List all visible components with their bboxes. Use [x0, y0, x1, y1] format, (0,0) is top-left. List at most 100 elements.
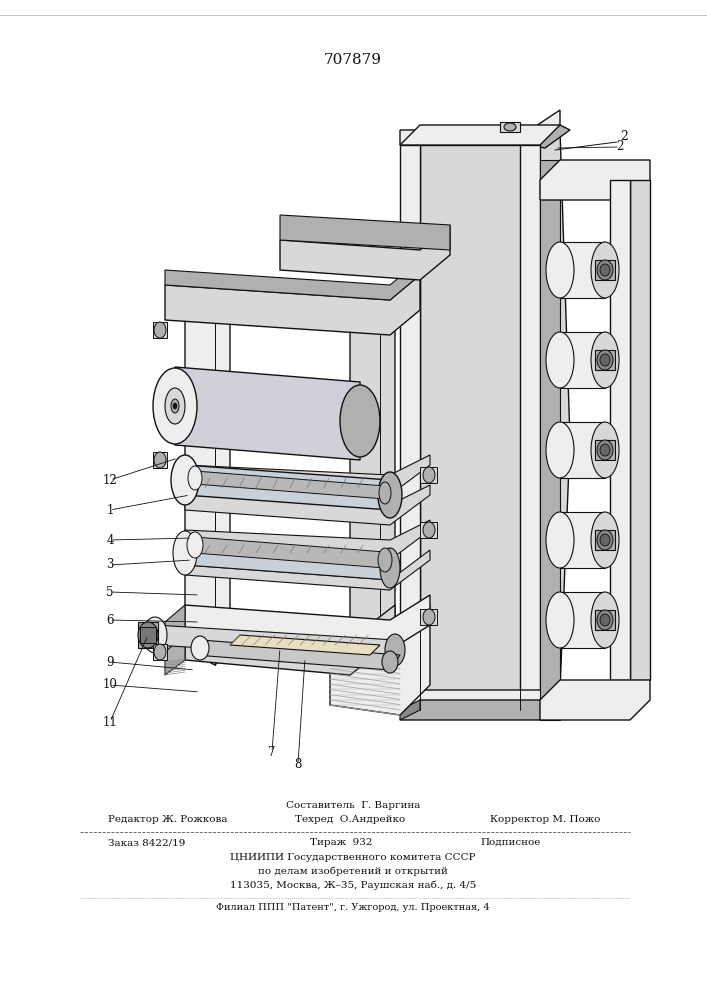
Text: Составитель  Г. Варгина: Составитель Г. Варгина	[286, 801, 420, 810]
Ellipse shape	[597, 260, 613, 280]
Text: Техред  О.Андрейко: Техред О.Андрейко	[295, 815, 405, 824]
Text: Корректор М. Пожо: Корректор М. Пожо	[490, 815, 600, 824]
Ellipse shape	[546, 242, 574, 298]
Text: 4: 4	[106, 534, 114, 546]
Polygon shape	[153, 322, 167, 338]
Polygon shape	[195, 537, 385, 568]
Ellipse shape	[546, 592, 574, 648]
Text: Тираж  932: Тираж 932	[310, 838, 373, 847]
Polygon shape	[400, 125, 560, 145]
Ellipse shape	[379, 482, 391, 504]
Ellipse shape	[546, 422, 574, 478]
Text: 1: 1	[106, 504, 114, 516]
Ellipse shape	[154, 322, 166, 338]
Ellipse shape	[504, 123, 516, 131]
Polygon shape	[153, 452, 167, 468]
Polygon shape	[560, 332, 605, 388]
Polygon shape	[280, 215, 450, 250]
Ellipse shape	[173, 531, 197, 575]
Polygon shape	[420, 609, 437, 625]
Ellipse shape	[591, 422, 619, 478]
Polygon shape	[520, 145, 540, 710]
Polygon shape	[195, 471, 385, 499]
Ellipse shape	[591, 332, 619, 388]
Polygon shape	[420, 145, 540, 710]
Ellipse shape	[597, 610, 613, 630]
Ellipse shape	[154, 452, 166, 468]
Ellipse shape	[378, 548, 392, 572]
Ellipse shape	[591, 592, 619, 648]
Polygon shape	[330, 605, 430, 715]
Polygon shape	[400, 700, 560, 720]
Ellipse shape	[153, 368, 197, 444]
Polygon shape	[560, 242, 605, 298]
Ellipse shape	[600, 354, 610, 366]
Text: 2: 2	[620, 130, 628, 143]
Ellipse shape	[423, 467, 435, 483]
Polygon shape	[185, 595, 430, 650]
Polygon shape	[595, 260, 615, 280]
Polygon shape	[420, 467, 437, 483]
Text: 10: 10	[103, 678, 117, 692]
Ellipse shape	[165, 388, 185, 424]
Polygon shape	[560, 422, 605, 478]
Text: ЦНИИПИ Государственного комитета СССР: ЦНИИПИ Государственного комитета СССР	[230, 853, 476, 862]
Polygon shape	[560, 592, 605, 648]
Polygon shape	[185, 605, 395, 675]
Polygon shape	[630, 180, 650, 680]
Polygon shape	[595, 530, 615, 550]
Ellipse shape	[382, 651, 398, 673]
Text: 6: 6	[106, 613, 114, 626]
Polygon shape	[280, 225, 450, 280]
Text: Филиал ППП "Патент", г. Ужгород, ул. Проектная, 4: Филиал ППП "Патент", г. Ужгород, ул. Про…	[216, 903, 490, 912]
Polygon shape	[540, 680, 650, 720]
Ellipse shape	[600, 534, 610, 546]
Ellipse shape	[600, 614, 610, 626]
Text: Подписное: Подписное	[480, 838, 540, 847]
Ellipse shape	[597, 440, 613, 460]
Polygon shape	[185, 455, 430, 495]
Text: Заказ 8422/19: Заказ 8422/19	[108, 838, 185, 847]
Polygon shape	[595, 350, 615, 370]
Polygon shape	[400, 110, 560, 145]
Polygon shape	[540, 160, 650, 200]
Polygon shape	[165, 260, 420, 300]
Ellipse shape	[171, 455, 199, 505]
Ellipse shape	[597, 350, 613, 370]
Ellipse shape	[423, 522, 435, 538]
Polygon shape	[350, 285, 395, 635]
Polygon shape	[530, 125, 570, 148]
Polygon shape	[138, 622, 158, 648]
Text: по делам изобретений и открытий: по делам изобретений и открытий	[258, 866, 448, 876]
Polygon shape	[165, 275, 420, 335]
Polygon shape	[400, 690, 560, 710]
Polygon shape	[185, 465, 390, 510]
Polygon shape	[155, 625, 395, 660]
Ellipse shape	[188, 466, 202, 490]
Ellipse shape	[600, 264, 610, 276]
Polygon shape	[185, 485, 430, 525]
Polygon shape	[595, 610, 615, 630]
Text: 7: 7	[268, 746, 276, 758]
Text: 113035, Москва, Ж–35, Раушская наб., д. 4/5: 113035, Москва, Ж–35, Раушская наб., д. …	[230, 880, 476, 890]
Polygon shape	[230, 635, 380, 655]
Ellipse shape	[597, 530, 613, 550]
Text: 11: 11	[103, 716, 117, 728]
Ellipse shape	[591, 512, 619, 568]
Polygon shape	[140, 627, 156, 643]
Text: 8: 8	[294, 758, 302, 770]
Ellipse shape	[591, 242, 619, 298]
Ellipse shape	[378, 472, 402, 518]
Polygon shape	[165, 605, 185, 652]
Ellipse shape	[380, 548, 400, 588]
Ellipse shape	[385, 634, 405, 666]
Ellipse shape	[600, 444, 610, 456]
Ellipse shape	[423, 609, 435, 625]
Text: Редактор Ж. Рожкова: Редактор Ж. Рожкова	[108, 815, 228, 824]
Polygon shape	[153, 644, 167, 660]
Text: 2: 2	[617, 140, 624, 153]
Ellipse shape	[138, 622, 158, 648]
Polygon shape	[595, 440, 615, 460]
Polygon shape	[185, 550, 430, 590]
Ellipse shape	[154, 644, 166, 660]
